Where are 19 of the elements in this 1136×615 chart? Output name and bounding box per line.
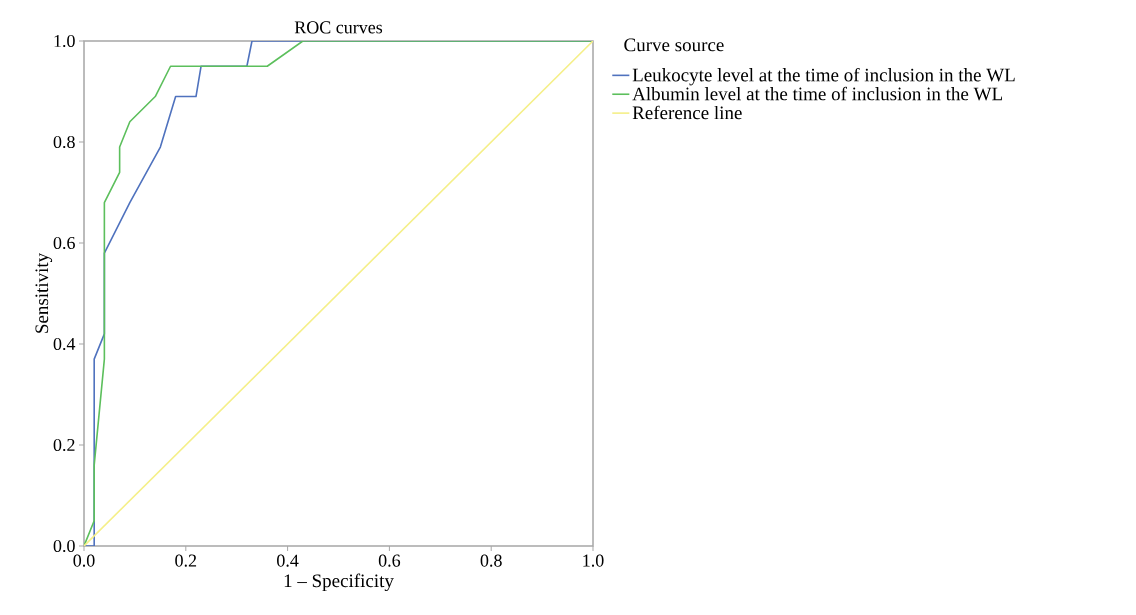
legend-label: Leukocyte level at the time of inclusion in the WL [632, 67, 1015, 86]
x-tick-label: 1.0 [583, 554, 604, 567]
y-tick-label: 0.4 [53, 337, 76, 351]
x-tick-label: 0.4 [277, 554, 299, 567]
x-tick-label: 0.8 [480, 554, 502, 567]
y-tick-label: 0.8 [53, 135, 75, 149]
legend-title: Curve source [624, 38, 724, 52]
chart-title: ROC curves [294, 21, 383, 34]
x-tick-label: 0.0 [73, 554, 95, 567]
y-tick-label: 1.0 [54, 34, 75, 48]
legend-label: Reference line [632, 105, 742, 120]
y-tick-label: 0.2 [53, 438, 75, 452]
x-tick-label: 0.2 [175, 554, 197, 567]
y-tick-label: 0.0 [53, 539, 75, 553]
y-tick-label: 0.6 [53, 236, 75, 250]
x-tick-label: 0.6 [378, 554, 401, 567]
x-axis-title: 1 – Specificity [284, 573, 394, 592]
legend-label: Albumin level at the time of inclusion in the WL [632, 86, 1002, 101]
y-axis-title: Sensitivity [35, 252, 53, 333]
